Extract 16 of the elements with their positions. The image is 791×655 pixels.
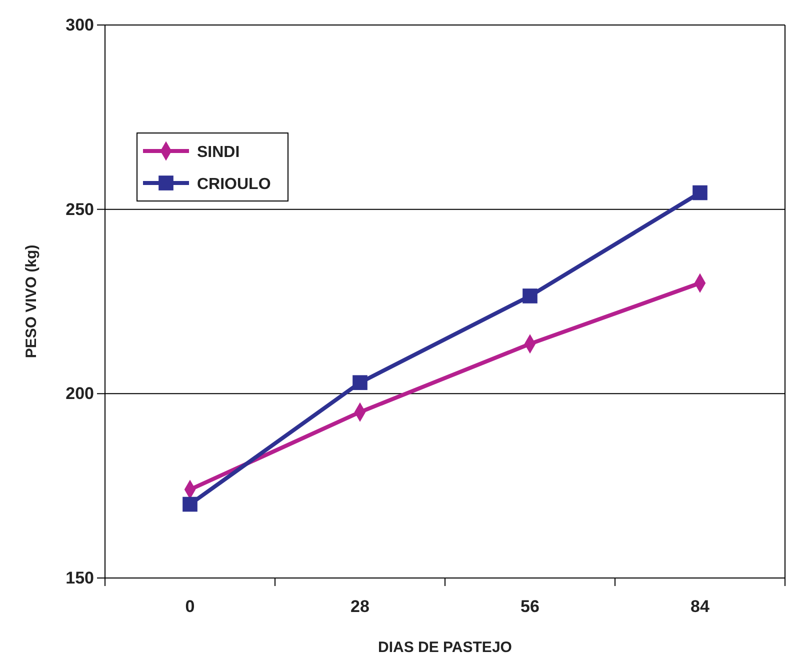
x-tick-label: 28 [350, 597, 370, 616]
x-axis-title: DIAS DE PASTEJO [378, 639, 512, 655]
y-axis-title: PESO VIVO (kg) [23, 244, 40, 358]
x-tick-label: 0 [185, 597, 195, 616]
y-tick-label: 300 [66, 15, 94, 34]
legend-label: SINDI [197, 144, 240, 161]
y-tick-label: 150 [66, 568, 94, 588]
x-tick-label: 84 [690, 597, 710, 616]
y-tick-label: 250 [66, 200, 94, 219]
legend-label: CRIOULO [197, 176, 271, 193]
point [352, 375, 368, 390]
point [692, 185, 708, 200]
x-tick-label: 56 [520, 597, 540, 616]
point [522, 288, 538, 304]
point [182, 496, 198, 512]
y-tick-label: 200 [66, 384, 94, 404]
